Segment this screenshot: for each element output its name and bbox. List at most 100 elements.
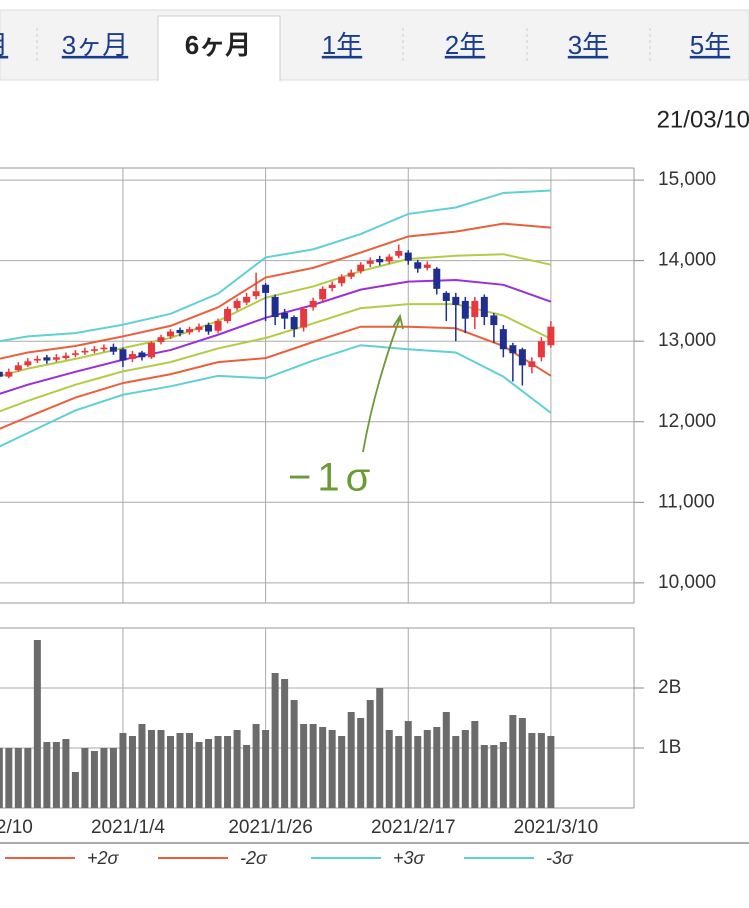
candle-body	[176, 329, 184, 334]
candle-body	[547, 326, 555, 346]
volume-bar	[224, 736, 232, 808]
volume-bar	[376, 688, 384, 808]
volume-bar	[433, 727, 441, 808]
candle-body	[537, 341, 545, 358]
tab[interactable]: 3年	[568, 30, 608, 60]
volume-bar	[423, 730, 431, 808]
candle-body	[347, 272, 355, 277]
candle-body	[90, 349, 98, 351]
legend-label: +3σ	[393, 848, 426, 868]
candle-body	[186, 329, 194, 333]
candle-body	[195, 326, 203, 330]
candle-body	[480, 296, 488, 318]
candle-body	[167, 331, 174, 337]
volume-bar	[271, 673, 279, 808]
volume-bar	[290, 700, 298, 808]
volume-bar	[243, 745, 251, 808]
volume-bar	[52, 742, 60, 808]
volume-bar	[233, 730, 241, 808]
volume-bar	[452, 736, 460, 808]
volume-bar	[205, 739, 213, 808]
volume-bar	[100, 748, 108, 808]
volume-bar	[414, 736, 422, 808]
volume-bar	[528, 733, 536, 808]
x-tick-label: 2020/12/10	[0, 817, 33, 838]
candle-body	[328, 284, 336, 289]
candle-body	[119, 349, 127, 361]
x-tick-label: 2021/1/4	[91, 817, 165, 838]
candle-body	[290, 317, 298, 330]
candle-body	[224, 308, 232, 322]
volume-bar	[347, 712, 355, 808]
legend-label: -2σ	[240, 848, 268, 868]
candle-body	[43, 357, 51, 361]
y-tick-label: 10,000	[658, 572, 716, 593]
tab[interactable]: 2年	[445, 30, 485, 60]
candle-body	[395, 250, 403, 256]
candle-body	[404, 252, 412, 261]
candle-body	[205, 325, 213, 332]
volume-bar	[157, 730, 165, 808]
candle-body	[528, 361, 536, 367]
candle-body	[0, 371, 3, 377]
tab[interactable]: 1ヶ月	[0, 30, 8, 60]
x-tick-label: 2021/2/17	[371, 817, 456, 838]
candle-body	[214, 321, 222, 331]
volume-bar	[0, 748, 3, 808]
candle-body	[24, 361, 32, 366]
candle-body	[243, 296, 251, 303]
candle-body	[452, 296, 460, 305]
candle-body	[309, 300, 317, 308]
volume-bar	[33, 640, 41, 808]
volume-bar	[357, 718, 365, 808]
volume-bar	[404, 721, 412, 808]
tab[interactable]: 3ヶ月	[62, 30, 128, 60]
candle-body	[300, 308, 308, 328]
tab[interactable]: 1年	[322, 30, 362, 60]
y-tick-label: 2B	[658, 677, 681, 698]
candle-body	[461, 300, 469, 319]
volume-bar	[461, 730, 469, 808]
volume-bar	[309, 724, 317, 808]
volume-bar	[24, 748, 32, 808]
volume-bar	[14, 748, 22, 808]
volume-bar	[176, 733, 184, 808]
volume-bar	[518, 718, 526, 808]
volume-bar	[119, 733, 127, 808]
candle-body	[252, 291, 260, 297]
tab[interactable]: 6ヶ月	[185, 30, 251, 60]
candle-body	[52, 357, 60, 360]
volume-bar	[338, 736, 346, 808]
candle-body	[33, 358, 41, 361]
candle-body	[357, 264, 365, 272]
candle-body	[62, 355, 70, 359]
candle-body	[147, 342, 155, 358]
band-line	[0, 189, 551, 343]
candle-body	[157, 337, 165, 342]
y-tick-label: 1B	[658, 737, 681, 758]
candle-body	[233, 300, 241, 309]
y-tick-label: 11,000	[658, 491, 715, 512]
candle-body	[471, 300, 479, 318]
legend-label: +2σ	[87, 848, 120, 868]
volume-bar	[138, 724, 146, 808]
candle-body	[71, 353, 79, 355]
volume-bar	[300, 724, 308, 808]
candle-body	[499, 329, 507, 350]
volume-bar	[43, 742, 51, 808]
x-tick-label: 2021/1/26	[228, 817, 313, 838]
annotation-arrow	[362, 317, 401, 453]
candle-body	[490, 315, 498, 326]
price-frame	[0, 167, 635, 604]
candle-body	[442, 292, 450, 301]
candle-body	[100, 347, 108, 350]
y-tick-label: 15,000	[658, 169, 716, 190]
selected-tab	[157, 15, 281, 81]
candle-body	[81, 350, 89, 353]
volume-bar	[147, 730, 155, 808]
tab[interactable]: 5年	[690, 30, 730, 60]
tab-bar	[0, 9, 749, 81]
annotation-arrowhead	[392, 313, 404, 330]
candle-body	[433, 268, 441, 289]
